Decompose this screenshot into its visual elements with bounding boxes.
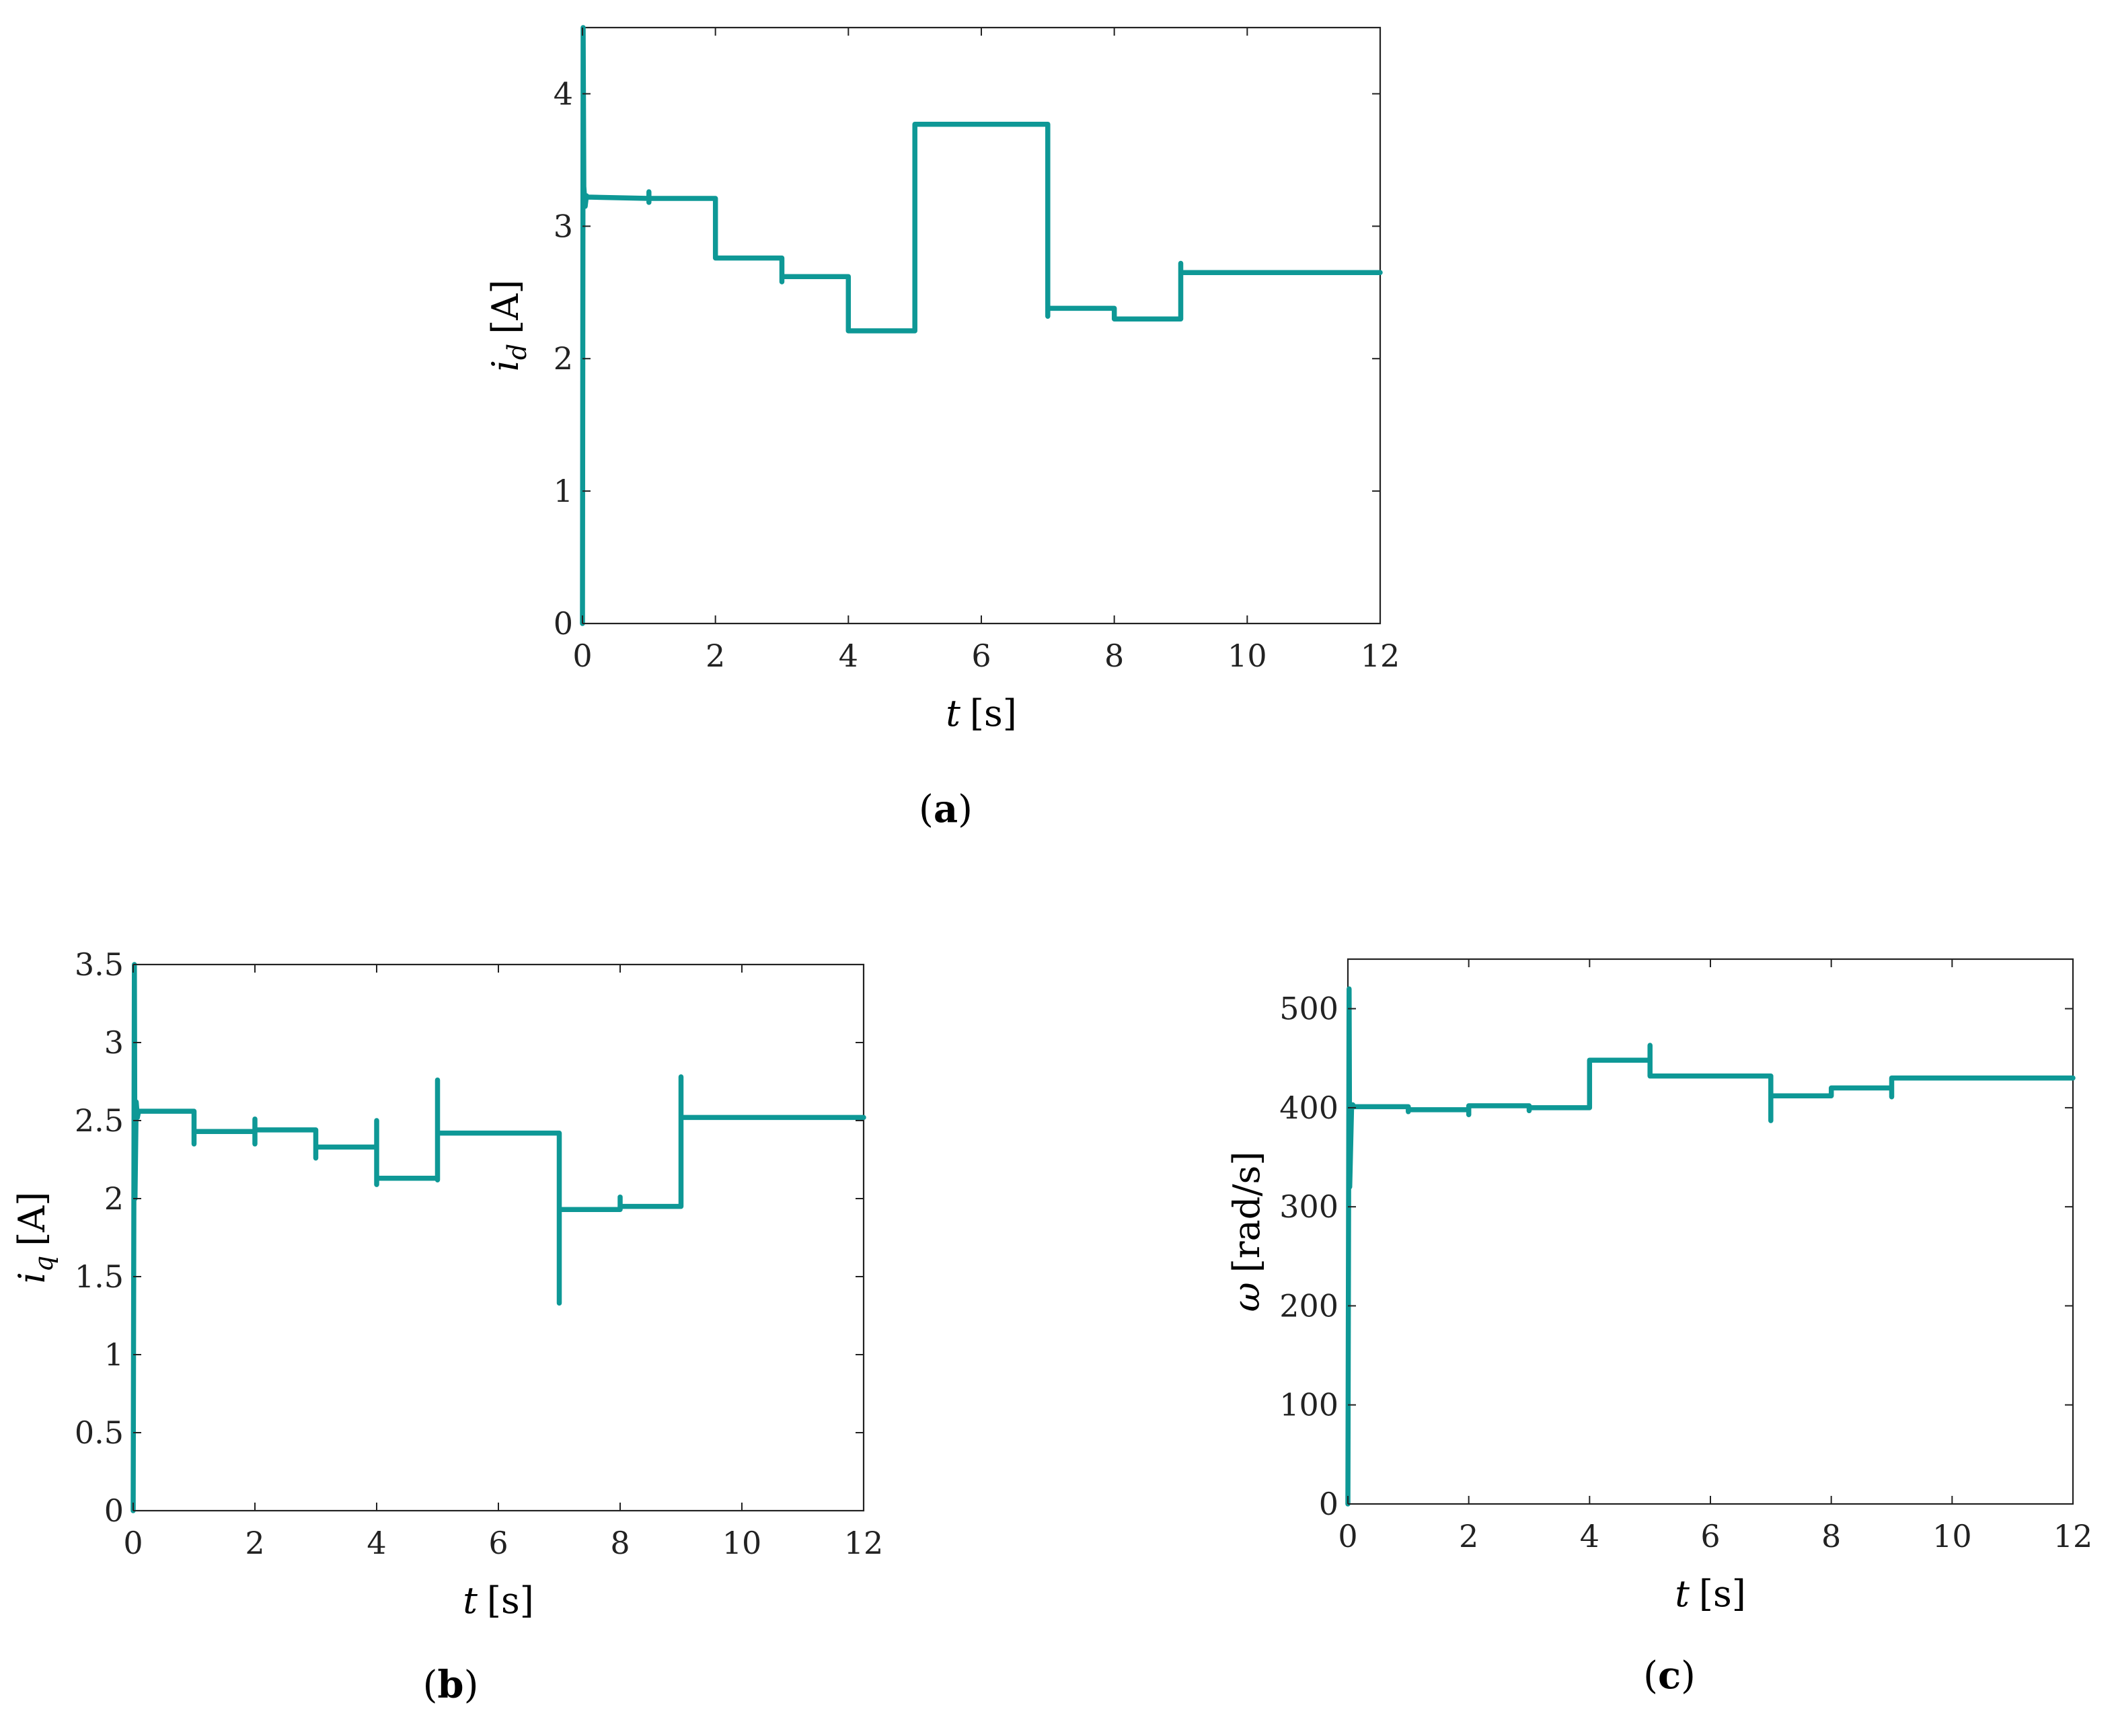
panel-b: 0 2 4 6 8 10 12 0 0.5 1 1.5 2 2.5 3 3.5 t [s] iq [A] (b) bbox=[11, 946, 883, 1707]
y-tick-label: 3.5 bbox=[75, 946, 124, 983]
x-axis-label: t [s] bbox=[946, 692, 1017, 734]
x-tick-label: 8 bbox=[1821, 1518, 1841, 1554]
y-tick-label: 1 bbox=[554, 473, 573, 509]
x-axis-unit: [s] bbox=[1699, 1573, 1746, 1615]
x-axis-var: t bbox=[946, 692, 960, 734]
caption-close-paren: ) bbox=[958, 788, 973, 831]
x-tick-label: 6 bbox=[1700, 1518, 1720, 1554]
axes-frame bbox=[1347, 958, 2074, 1505]
caption-open-paren: ( bbox=[423, 1663, 438, 1707]
x-tick-label: 12 bbox=[844, 1525, 884, 1561]
y-axis-label: id [A] bbox=[484, 280, 532, 372]
x-tick-label: 4 bbox=[839, 638, 858, 674]
x-tick-label: 2 bbox=[706, 638, 725, 674]
y-tick-label: 200 bbox=[1279, 1287, 1338, 1324]
y-tick-label: 3 bbox=[104, 1024, 124, 1061]
y-tick-label: 4 bbox=[554, 75, 573, 112]
x-tick-label: 12 bbox=[2053, 1518, 2093, 1554]
y-tick-label: 300 bbox=[1279, 1188, 1338, 1225]
x-axis-unit: [s] bbox=[487, 1579, 534, 1622]
axes-frame bbox=[132, 963, 865, 1512]
x-axis-var: t bbox=[1675, 1573, 1690, 1615]
series-line-i_d bbox=[580, 25, 1383, 626]
caption-close-paren: ) bbox=[464, 1663, 479, 1707]
y-tick-label: 1 bbox=[104, 1336, 124, 1373]
caption-open-paren: ( bbox=[1643, 1654, 1658, 1698]
series-line-i_q bbox=[130, 962, 866, 1513]
y-axis-subscript: q bbox=[29, 1256, 59, 1272]
y-tick-label: 3 bbox=[554, 208, 573, 244]
x-tick-label: 10 bbox=[722, 1525, 762, 1561]
y-tick-label: 2.5 bbox=[75, 1102, 124, 1139]
panel-caption-c: (c) bbox=[1643, 1653, 1696, 1698]
x-tick-label: 6 bbox=[488, 1525, 508, 1561]
x-axis-label: t [s] bbox=[1675, 1573, 1746, 1615]
y-axis-var: i bbox=[11, 1272, 53, 1283]
x-tick-label: 12 bbox=[1361, 638, 1400, 674]
caption-letter: b bbox=[437, 1663, 463, 1707]
y-tick-label: 0 bbox=[1319, 1486, 1338, 1522]
y-axis-label: ω [rad/s] bbox=[1225, 1152, 1268, 1312]
panel-caption-a: (a) bbox=[919, 787, 973, 831]
y-tick-label: 1.5 bbox=[75, 1258, 124, 1295]
y-axis-subscript: d bbox=[502, 344, 532, 360]
x-tick-label: 8 bbox=[610, 1525, 630, 1561]
x-tick-label: 2 bbox=[1459, 1518, 1478, 1554]
y-axis-unit: [A] bbox=[484, 280, 527, 334]
x-tick-label: 10 bbox=[1227, 638, 1267, 674]
y-axis-unit: [rad/s] bbox=[1225, 1152, 1268, 1273]
panel-c: 0 2 4 6 8 10 12 0 100 200 300 400 500 t [s] ω [rad/s] (c) bbox=[1225, 958, 2093, 1698]
caption-letter: c bbox=[1658, 1653, 1681, 1698]
panel-caption-b: (b) bbox=[423, 1663, 479, 1707]
y-tick-label: 500 bbox=[1279, 991, 1338, 1027]
x-tick-label: 2 bbox=[245, 1525, 264, 1561]
axes-frame bbox=[581, 26, 1382, 625]
x-tick-label: 8 bbox=[1104, 638, 1124, 674]
y-tick-label: 400 bbox=[1279, 1090, 1338, 1126]
y-tick-label: 0 bbox=[104, 1493, 124, 1529]
y-tick-label: 0.5 bbox=[75, 1414, 124, 1451]
x-axis-var: t bbox=[463, 1579, 478, 1622]
y-axis-var: ω bbox=[1225, 1282, 1268, 1312]
x-tick-label: 10 bbox=[1932, 1518, 1972, 1554]
x-tick-label: 0 bbox=[123, 1525, 143, 1561]
caption-close-paren: ) bbox=[1681, 1654, 1696, 1698]
caption-letter: a bbox=[934, 787, 958, 831]
y-tick-label: 100 bbox=[1279, 1387, 1338, 1423]
x-tick-label: 4 bbox=[367, 1525, 386, 1561]
y-tick-label: 2 bbox=[104, 1180, 124, 1217]
y-axis-label: iq [A] bbox=[11, 1192, 59, 1284]
x-axis-unit: [s] bbox=[970, 692, 1017, 734]
y-axis-var: i bbox=[484, 360, 527, 371]
x-tick-label: 0 bbox=[572, 638, 592, 674]
x-tick-label: 0 bbox=[1338, 1518, 1357, 1554]
x-axis-label: t [s] bbox=[463, 1579, 534, 1622]
x-tick-label: 4 bbox=[1580, 1518, 1599, 1554]
y-tick-label: 2 bbox=[554, 340, 573, 377]
x-tick-label: 6 bbox=[971, 638, 991, 674]
series-line-omega bbox=[1345, 986, 2076, 1507]
caption-open-paren: ( bbox=[919, 788, 934, 831]
y-axis-unit: [A] bbox=[11, 1192, 53, 1246]
y-tick-label: 0 bbox=[554, 605, 573, 642]
